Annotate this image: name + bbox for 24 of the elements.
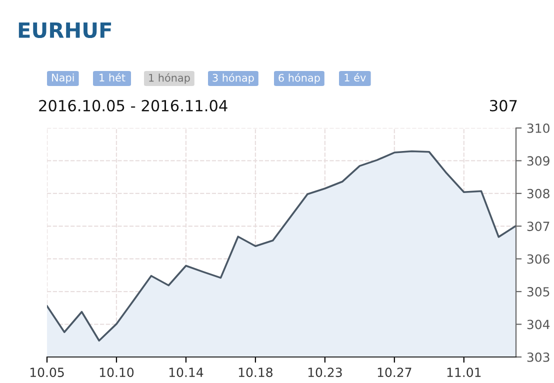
chart-title: EURHUF [18,22,112,38]
y-tick-label: 310 [527,123,550,133]
text: 6 hónap [278,73,320,84]
text: 1 hónap [149,73,190,84]
x-tick-label: 10.18 [238,368,272,378]
y-tick-label: 307 [527,222,550,232]
y-tick-label: 309 [527,156,550,166]
text: Napi [52,73,74,84]
y-tick-label: 305 [527,287,550,296]
text: 1 hét [100,73,126,82]
text: 1 év [344,73,366,82]
y-tick-label: 308 [527,188,550,198]
text: 2016.10.05 - 2016.11.04 [39,100,228,112]
text: 3 hónap [212,73,254,84]
y-tick-label: 304 [527,320,550,330]
y-tick-label: 306 [527,254,550,264]
x-tick-label: 10.23 [308,368,342,378]
x-tick-label: 11.01 [447,368,481,378]
x-tick-label: 10.14 [169,368,204,378]
x-tick-label: 10.10 [100,368,134,378]
y-tick-label: 303 [527,352,550,362]
x-tick-label: 10.05 [30,368,64,378]
text: 307 [490,100,517,112]
x-tick-label: 10.27 [378,368,412,378]
